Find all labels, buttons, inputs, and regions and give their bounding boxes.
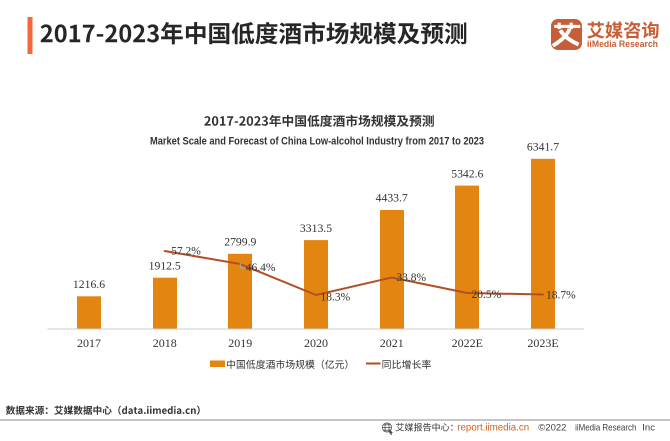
svg-text:33.8%: 33.8% (396, 272, 426, 284)
svg-text:46.4%: 46.4% (246, 262, 276, 274)
svg-text:57.2%: 57.2% (171, 245, 201, 257)
svg-text:2799.9: 2799.9 (224, 236, 256, 249)
svg-text:6341.7: 6341.7 (527, 141, 559, 154)
svg-text:1216.6: 1216.6 (73, 278, 105, 291)
svg-text:Market Scale and Forecast of C: Market Scale and Forecast of China Low-a… (150, 136, 484, 148)
svg-text:3313.5: 3313.5 (300, 222, 332, 235)
svg-text:Inc: Inc (642, 423, 655, 434)
svg-text:18.7%: 18.7% (546, 290, 576, 302)
svg-text:18.3%: 18.3% (321, 291, 351, 303)
svg-text:iiMedia Research: iiMedia Research (575, 423, 636, 434)
svg-text:4433.7: 4433.7 (376, 192, 408, 205)
svg-text:2020: 2020 (304, 336, 328, 350)
svg-text:report.iimedia.cn: report.iimedia.cn (457, 423, 529, 434)
svg-text:2021: 2021 (380, 336, 404, 350)
svg-text:2018: 2018 (153, 336, 177, 350)
svg-text:2019: 2019 (228, 336, 252, 350)
svg-text:2022E: 2022E (452, 336, 483, 350)
svg-text:2017: 2017 (77, 336, 101, 350)
svg-text:20.5%: 20.5% (471, 289, 501, 301)
svg-text:1912.5: 1912.5 (149, 259, 181, 272)
svg-text:5342.6: 5342.6 (451, 167, 483, 180)
svg-text:©2022: ©2022 (538, 423, 566, 434)
svg-text:iiMedia Research: iiMedia Research (587, 39, 658, 49)
svg-text:2023E: 2023E (527, 336, 558, 350)
